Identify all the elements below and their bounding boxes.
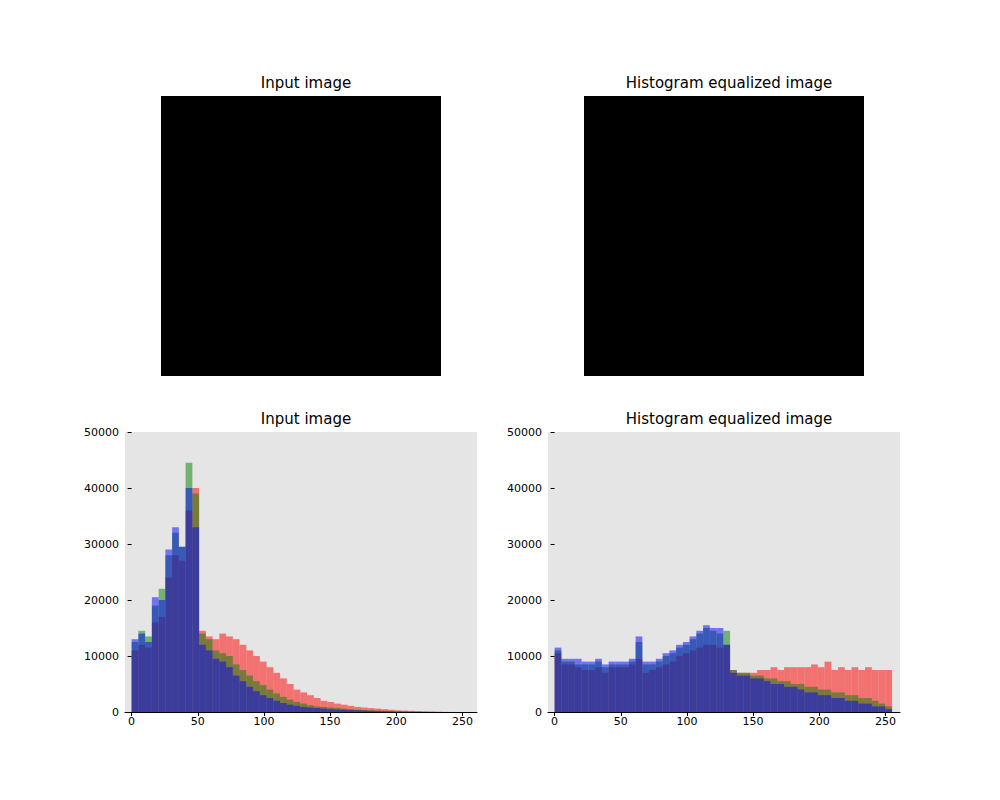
svg-text:Input image: Input image [261,410,351,428]
svg-text:50: 50 [191,715,205,728]
svg-text:200: 200 [386,715,407,728]
svg-text:30000: 30000 [507,538,542,551]
svg-text:100: 100 [676,715,697,728]
svg-text:10000: 10000 [507,650,542,663]
svg-text:50000: 50000 [507,426,542,439]
svg-text:100: 100 [253,715,274,728]
svg-text:0: 0 [535,706,542,719]
svg-text:Histogram equalized image: Histogram equalized image [626,74,832,92]
svg-text:20000: 20000 [507,594,542,607]
svg-text:20000: 20000 [84,594,119,607]
svg-text:0: 0 [112,706,119,719]
svg-text:50: 50 [614,715,628,728]
svg-text:0: 0 [128,715,135,728]
svg-text:200: 200 [809,715,830,728]
svg-text:0: 0 [551,715,558,728]
svg-text:40000: 40000 [507,482,542,495]
svg-text:150: 150 [743,715,764,728]
svg-text:Input image: Input image [261,74,351,92]
svg-text:250: 250 [875,715,896,728]
svg-text:40000: 40000 [84,482,119,495]
svg-text:150: 150 [320,715,341,728]
svg-text:50000: 50000 [84,426,119,439]
svg-text:250: 250 [452,715,473,728]
svg-text:30000: 30000 [84,538,119,551]
svg-text:Histogram equalized image: Histogram equalized image [626,410,832,428]
svg-text:10000: 10000 [84,650,119,663]
